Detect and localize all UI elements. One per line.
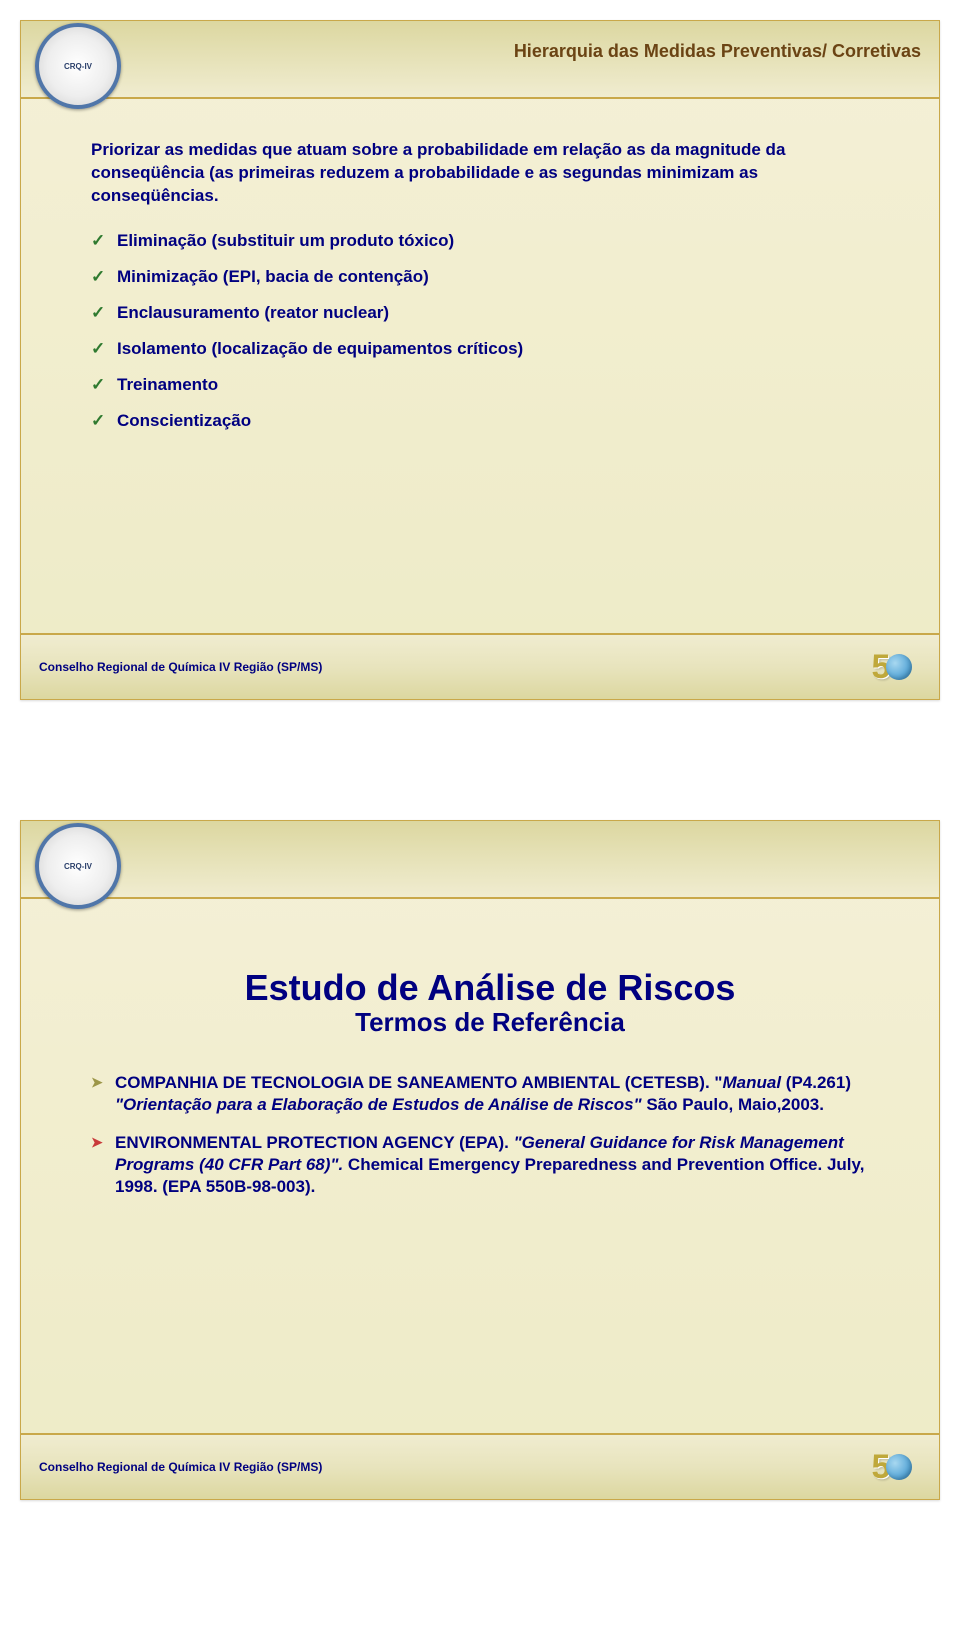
slide-header: CRQ-IV	[21, 821, 939, 899]
slide-1: CRQ-IV Hierarquia das Medidas Preventiva…	[20, 20, 940, 700]
anniversary-logo: 5	[863, 642, 921, 692]
ref-text-part: ENVIRONMENTAL PROTECTION AGENCY (EPA).	[115, 1133, 514, 1152]
check-item: Isolamento (localização de equipamentos …	[91, 338, 889, 360]
logo-text: CRQ-IV	[64, 62, 92, 71]
footer-text: Conselho Regional de Química IV Região (…	[39, 1460, 322, 1474]
crq-logo: CRQ-IV	[35, 823, 121, 909]
ref-text-part: São Paulo, Maio,2003.	[642, 1095, 824, 1114]
check-item: Eliminação (substituir um produto tóxico…	[91, 230, 889, 252]
ref-text-part: "Orientação para a Elaboração de Estudos…	[115, 1095, 642, 1114]
check-item: Minimização (EPI, bacia de contenção)	[91, 266, 889, 288]
subtitle: Termos de Referência	[91, 1007, 889, 1038]
slide-title: Hierarquia das Medidas Preventivas/ Corr…	[514, 41, 921, 62]
globe-icon	[886, 1454, 912, 1480]
slide-footer: Conselho Regional de Química IV Região (…	[21, 633, 939, 699]
ref-text-part: COMPANHIA DE TECNOLOGIA DE SANEAMENTO AM…	[115, 1073, 722, 1092]
crq-logo: CRQ-IV	[35, 23, 121, 109]
logo-text: CRQ-IV	[64, 862, 92, 871]
reference-item: ➤ COMPANHIA DE TECNOLOGIA DE SANEAMENTO A…	[91, 1072, 889, 1116]
check-item: Enclausuramento (reator nuclear)	[91, 302, 889, 324]
check-item: Treinamento	[91, 374, 889, 396]
slide-2: CRQ-IV Estudo de Análise de Riscos Termo…	[20, 820, 940, 1500]
check-list: Eliminação (substituir um produto tóxico…	[91, 230, 889, 433]
slide-body: Priorizar as medidas que atuam sobre a p…	[21, 99, 939, 466]
slide-header: CRQ-IV Hierarquia das Medidas Preventiva…	[21, 21, 939, 99]
slide-body: Estudo de Análise de Riscos Termos de Re…	[21, 899, 939, 1234]
reference-list: ➤ COMPANHIA DE TECNOLOGIA DE SANEAMENTO A…	[91, 1072, 889, 1198]
arrow-icon: ➤	[91, 1073, 103, 1091]
check-item: Conscientização	[91, 410, 889, 432]
ref-text-part: (P4.261)	[786, 1073, 851, 1092]
globe-icon	[886, 654, 912, 680]
footer-text: Conselho Regional de Química IV Região (…	[39, 660, 322, 674]
main-title: Estudo de Análise de Riscos	[91, 967, 889, 1009]
center-title-block: Estudo de Análise de Riscos Termos de Re…	[91, 967, 889, 1038]
arrow-icon: ➤	[91, 1133, 103, 1151]
anniversary-logo: 5	[863, 1442, 921, 1492]
reference-item: ➤ENVIRONMENTAL PROTECTION AGENCY (EPA). …	[91, 1132, 889, 1198]
ref-text-part: Manual	[722, 1073, 785, 1092]
slide-footer: Conselho Regional de Química IV Região (…	[21, 1433, 939, 1499]
intro-paragraph: Priorizar as medidas que atuam sobre a p…	[91, 139, 889, 208]
